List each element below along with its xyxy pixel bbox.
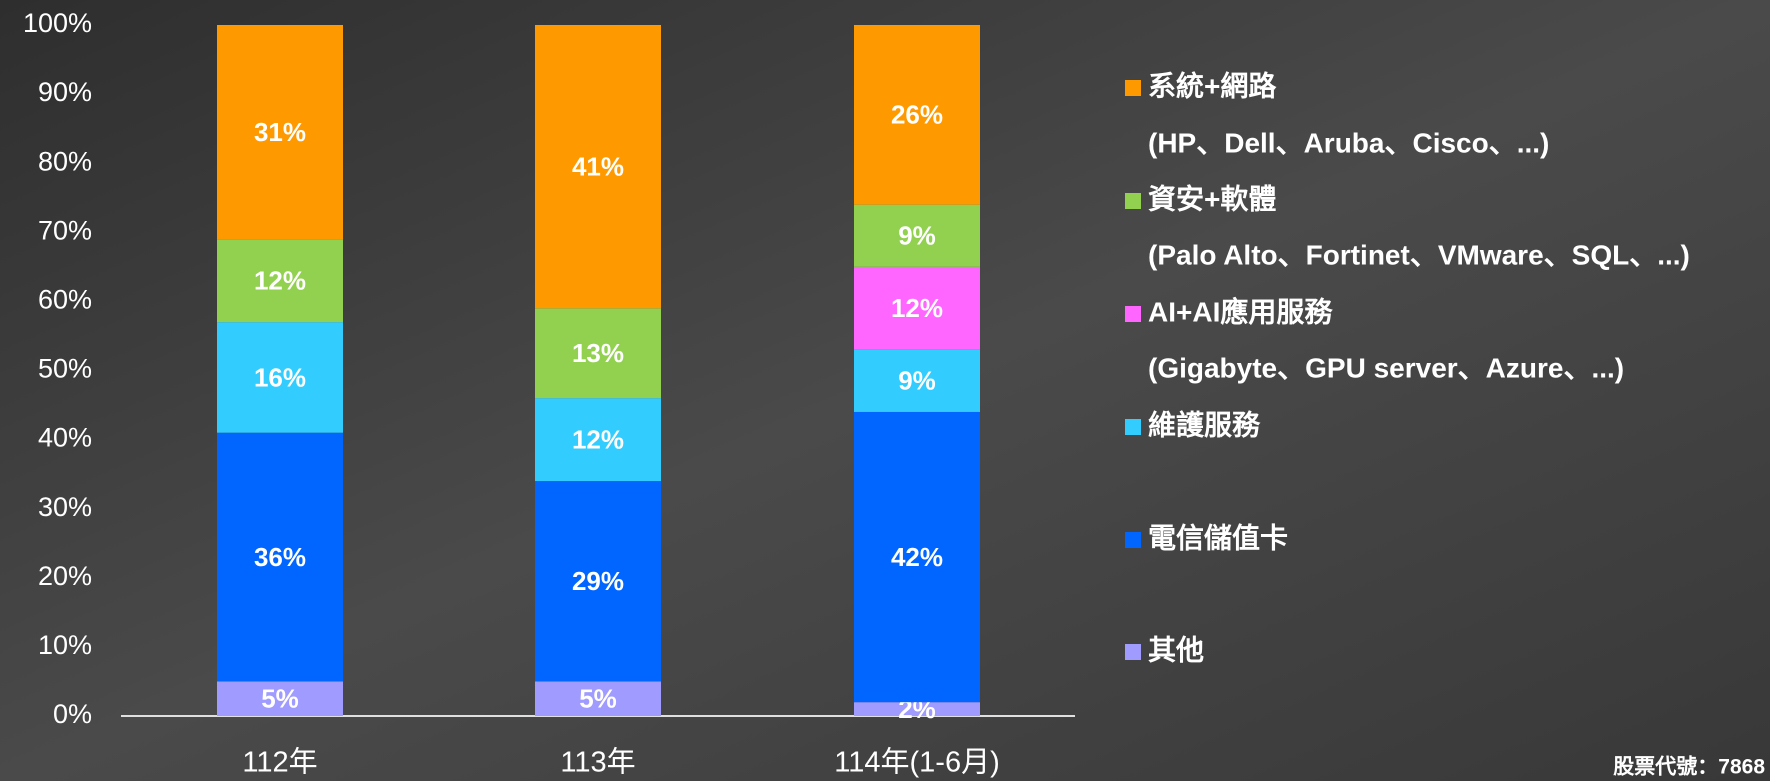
- value-label: 9%: [898, 221, 936, 251]
- legend-label: 電信儲值卡: [1148, 522, 1288, 553]
- y-tick-label: 40%: [38, 423, 92, 453]
- value-label: 16%: [254, 362, 306, 392]
- legend-label: AI+AI應用服務: [1148, 295, 1333, 327]
- legend-swatch: [1125, 306, 1141, 322]
- legend-label: 其他: [1148, 634, 1204, 665]
- y-tick-label: 60%: [38, 285, 92, 315]
- footnote: 股票代號：7868: [1613, 756, 1765, 779]
- legend-swatch: [1125, 644, 1141, 660]
- value-label: 26%: [891, 100, 943, 130]
- legend-swatch: [1125, 532, 1141, 548]
- y-tick-label: 90%: [38, 77, 92, 107]
- value-label: 12%: [572, 424, 624, 454]
- legend-swatch: [1125, 419, 1141, 435]
- y-tick-label: 20%: [38, 561, 92, 591]
- value-label: 13%: [572, 338, 624, 368]
- value-label: 29%: [572, 566, 624, 596]
- y-tick-label: 70%: [38, 215, 92, 245]
- legend-label: 系統+網路: [1148, 69, 1277, 101]
- value-label: 5%: [579, 684, 617, 714]
- x-tick-label: 112年: [242, 746, 317, 779]
- x-tick-label: 113年: [560, 746, 635, 779]
- value-label: 5%: [261, 684, 299, 714]
- value-label: 12%: [891, 293, 943, 323]
- legend-description: (Gigabyte、GPU server、Azure、...): [1148, 352, 1624, 383]
- legend-swatch: [1125, 193, 1141, 209]
- value-label: 42%: [891, 542, 943, 572]
- y-tick-label: 80%: [38, 146, 92, 176]
- value-label: 12%: [254, 266, 306, 296]
- value-label: 36%: [254, 542, 306, 572]
- legend-label: 資安+軟體: [1148, 183, 1276, 214]
- legend-description: (HP、Dell、Aruba、Cisco、...): [1148, 127, 1549, 158]
- legend-label: 維護服務: [1148, 408, 1261, 440]
- chart: 股票代號：7868 0% 10% 20% 30% 40% 50% 60% 70% 80% 90% 1…: [0, 0, 1770, 781]
- y-tick-label: 100%: [23, 8, 92, 38]
- value-label: 9%: [898, 366, 936, 396]
- value-label: 31%: [254, 117, 306, 147]
- legend-description: (Palo Alto、Fortinet、VMware、SQL、...): [1148, 239, 1690, 270]
- x-tick-label: 114年(1-6月): [834, 746, 999, 779]
- page: 股票代號：7868 0% 10% 20% 30% 40% 50% 60% 70% 80% 90% 1…: [0, 0, 1770, 781]
- y-tick-label: 0%: [53, 699, 92, 729]
- y-tick-label: 50%: [38, 354, 92, 384]
- value-label: 41%: [572, 152, 624, 182]
- legend-swatch: [1125, 80, 1141, 96]
- y-tick-label: 30%: [38, 492, 92, 522]
- y-tick-label: 10%: [38, 630, 92, 660]
